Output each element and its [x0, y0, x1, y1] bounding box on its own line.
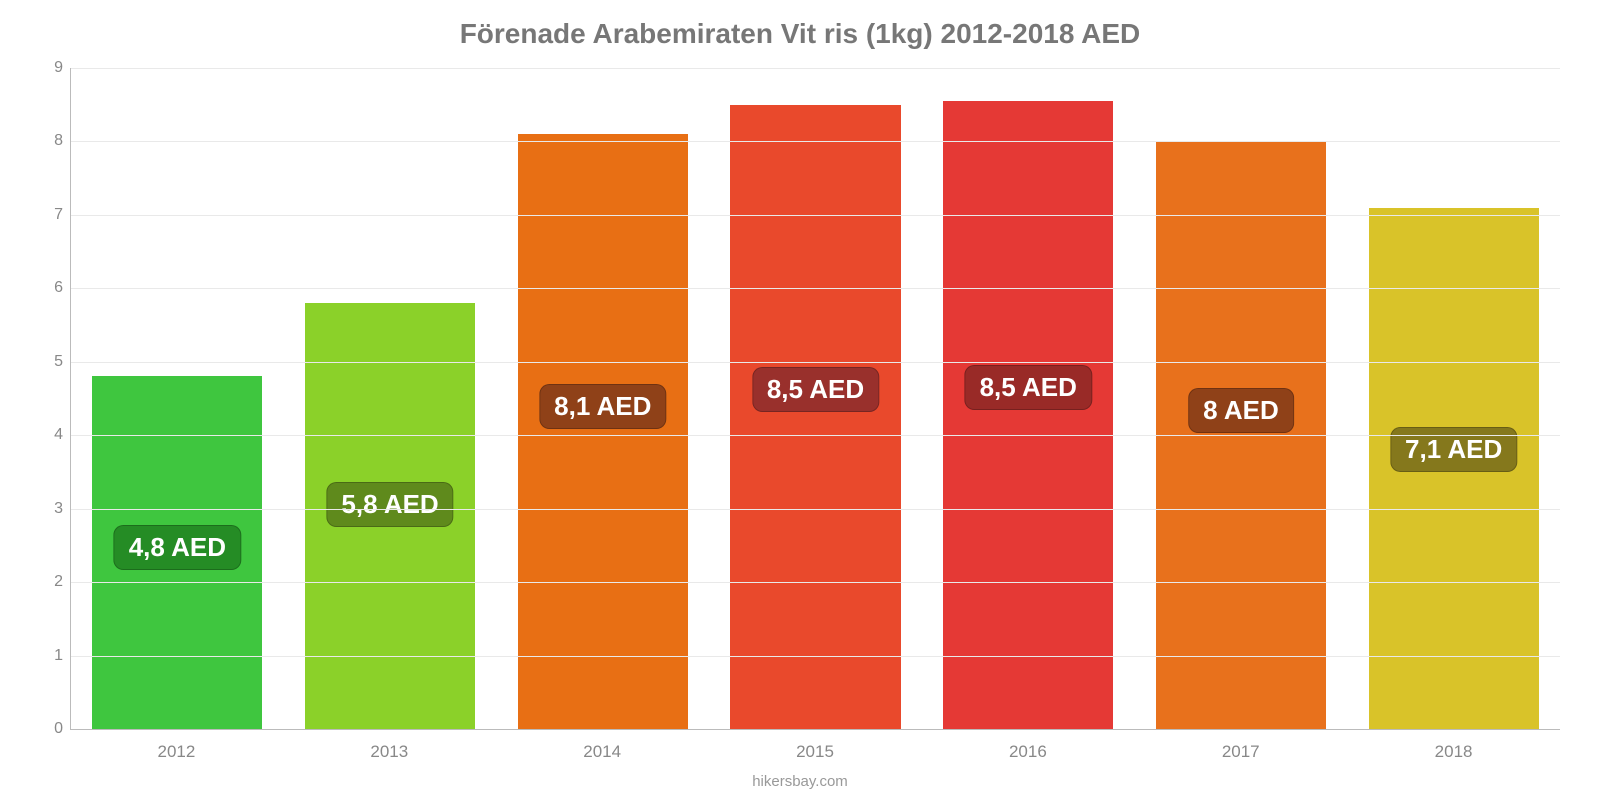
bar-value-label: 8,5 AED — [965, 365, 1092, 410]
bar: 8,1 AED — [518, 134, 688, 729]
x-tick-label: 2017 — [1134, 742, 1347, 762]
y-tick-label: 5 — [33, 353, 63, 371]
gridline — [71, 141, 1560, 142]
bar-slot: 8,1 AED — [496, 68, 709, 729]
y-tick-label: 2 — [33, 573, 63, 591]
bar-slot: 8,5 AED — [922, 68, 1135, 729]
y-tick-label: 0 — [33, 720, 63, 738]
bar-value-label: 8,5 AED — [752, 367, 879, 412]
bar-value-label: 7,1 AED — [1390, 427, 1517, 472]
gridline — [71, 656, 1560, 657]
bar-value-label: 8,1 AED — [539, 384, 666, 429]
bar-slot: 8,5 AED — [709, 68, 922, 729]
y-tick-label: 4 — [33, 426, 63, 444]
bars-row: 4,8 AED 5,8 AED 8,1 AED 8,5 AED 8,5 AED 8 AED… — [71, 68, 1560, 729]
bar: 8,5 AED — [730, 105, 900, 729]
plot-area: 4,8 AED 5,8 AED 8,1 AED 8,5 AED 8,5 AED 8 AED… — [70, 68, 1560, 730]
bar-value-label: 4,8 AED — [114, 525, 241, 570]
y-tick-label: 3 — [33, 500, 63, 518]
x-tick-label: 2018 — [1347, 742, 1560, 762]
y-tick-label: 7 — [33, 206, 63, 224]
y-tick-label: 1 — [33, 647, 63, 665]
y-tick-label: 6 — [33, 279, 63, 297]
gridline — [71, 215, 1560, 216]
y-tick-label: 8 — [33, 132, 63, 150]
x-tick-label: 2015 — [709, 742, 922, 762]
gridline — [71, 288, 1560, 289]
bar: 5,8 AED — [305, 303, 475, 729]
bar-slot: 7,1 AED — [1347, 68, 1560, 729]
bar: 8,5 AED — [943, 101, 1113, 729]
x-tick-label: 2016 — [921, 742, 1134, 762]
bar-slot: 4,8 AED — [71, 68, 284, 729]
x-tick-label: 2014 — [496, 742, 709, 762]
gridline — [71, 509, 1560, 510]
chart-container: Förenade Arabemiraten Vit ris (1kg) 2012… — [0, 0, 1600, 800]
gridline — [71, 435, 1560, 436]
bar-slot: 8 AED — [1135, 68, 1348, 729]
bar-value-label: 8 AED — [1188, 388, 1294, 433]
bar-slot: 5,8 AED — [284, 68, 497, 729]
x-axis-labels: 2012201320142015201620172018 — [70, 742, 1560, 762]
gridline — [71, 582, 1560, 583]
x-tick-label: 2012 — [70, 742, 283, 762]
gridline — [71, 362, 1560, 363]
chart-title: Förenade Arabemiraten Vit ris (1kg) 2012… — [0, 18, 1600, 50]
x-tick-label: 2013 — [283, 742, 496, 762]
bar: 7,1 AED — [1369, 208, 1539, 729]
bar-value-label: 5,8 AED — [326, 482, 453, 527]
bar: 4,8 AED — [92, 376, 262, 729]
y-tick-label: 9 — [33, 59, 63, 77]
source-label: hikersbay.com — [0, 773, 1600, 790]
gridline — [71, 68, 1560, 69]
